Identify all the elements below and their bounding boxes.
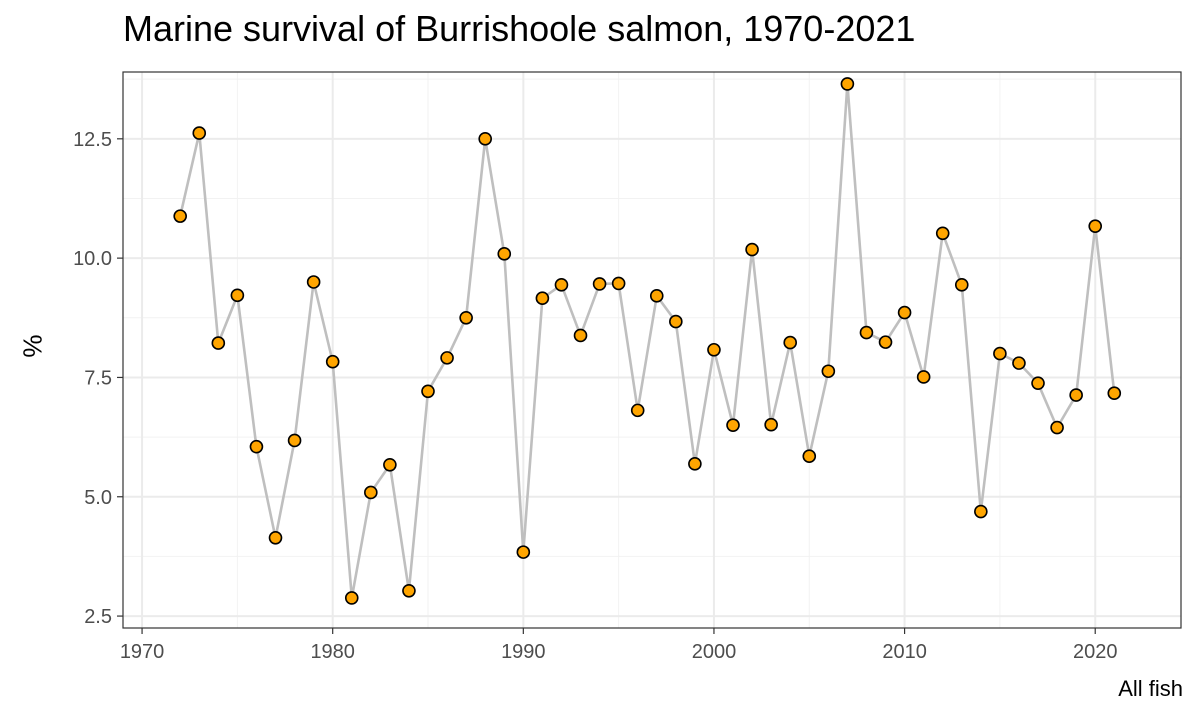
data-point — [478, 132, 492, 146]
y-tick-label: 5.0 — [84, 487, 112, 509]
data-point — [306, 275, 321, 289]
data-point — [1012, 356, 1026, 370]
series-line-group — [178, 82, 1116, 600]
data-point — [897, 305, 912, 320]
data-point — [954, 278, 969, 292]
data-point — [726, 418, 740, 432]
data-point — [440, 351, 454, 365]
y-tick-label: 10.0 — [73, 248, 112, 270]
x-tick-label: 1970 — [120, 641, 165, 663]
data-point — [173, 209, 187, 223]
x-tick-label: 2020 — [1073, 641, 1118, 663]
data-point — [535, 291, 550, 306]
chart-caption: All fish — [1118, 676, 1183, 701]
data-point — [592, 277, 607, 291]
x-tick-label: 2000 — [692, 641, 737, 663]
data-point — [249, 439, 264, 454]
data-point — [497, 247, 512, 261]
x-tick-label: 1980 — [310, 641, 355, 663]
y-axis-ticks: 2.5 5.0 7.5 10.0 12.5 — [73, 129, 123, 628]
data-point — [230, 288, 245, 303]
data-point — [745, 242, 759, 257]
data-point — [707, 342, 721, 357]
data-point — [840, 77, 855, 91]
data-point — [974, 504, 988, 519]
data-point — [344, 591, 359, 605]
data-point — [821, 364, 836, 379]
data-point — [1050, 420, 1064, 435]
data-point — [669, 314, 683, 329]
data-point — [783, 335, 798, 350]
y-tick-label: 12.5 — [73, 129, 112, 151]
data-point — [878, 335, 893, 349]
data-point — [192, 126, 207, 140]
data-point — [1069, 388, 1083, 402]
data-point — [630, 403, 645, 418]
data-point — [459, 310, 473, 325]
data-point — [402, 583, 416, 598]
y-tick-label: 7.5 — [84, 367, 112, 389]
data-point — [268, 530, 283, 545]
data-point — [287, 433, 302, 448]
x-axis-ticks: 1970 1980 1990 2000 2010 2020 — [120, 628, 1118, 663]
series-line — [178, 82, 1116, 600]
data-point — [764, 417, 778, 432]
data-point — [859, 325, 874, 340]
x-tick-label: 1990 — [501, 641, 546, 663]
panel-border — [122, 71, 1182, 629]
y-tick-label: 2.5 — [84, 606, 112, 628]
data-point — [554, 278, 569, 292]
data-point — [421, 384, 435, 399]
data-point — [688, 457, 702, 471]
data-point — [916, 370, 931, 384]
data-point — [1107, 386, 1122, 400]
data-point — [573, 328, 588, 343]
chart-title: Marine survival of Burrishoole salmon, 1… — [123, 8, 916, 49]
data-point — [516, 545, 531, 559]
data-point — [325, 354, 340, 369]
data-point — [611, 276, 626, 291]
data-point — [993, 346, 1007, 361]
minor-gridlines — [123, 72, 1181, 628]
major-gridlines — [123, 72, 1181, 628]
data-point — [649, 289, 664, 303]
data-point — [364, 485, 378, 500]
data-point — [1088, 219, 1103, 233]
data-point — [802, 449, 817, 463]
x-tick-label: 2010 — [882, 641, 927, 663]
data-points — [173, 77, 1122, 605]
data-point — [1031, 376, 1045, 390]
data-point — [211, 336, 226, 350]
data-point — [383, 457, 397, 472]
data-point — [935, 226, 950, 241]
